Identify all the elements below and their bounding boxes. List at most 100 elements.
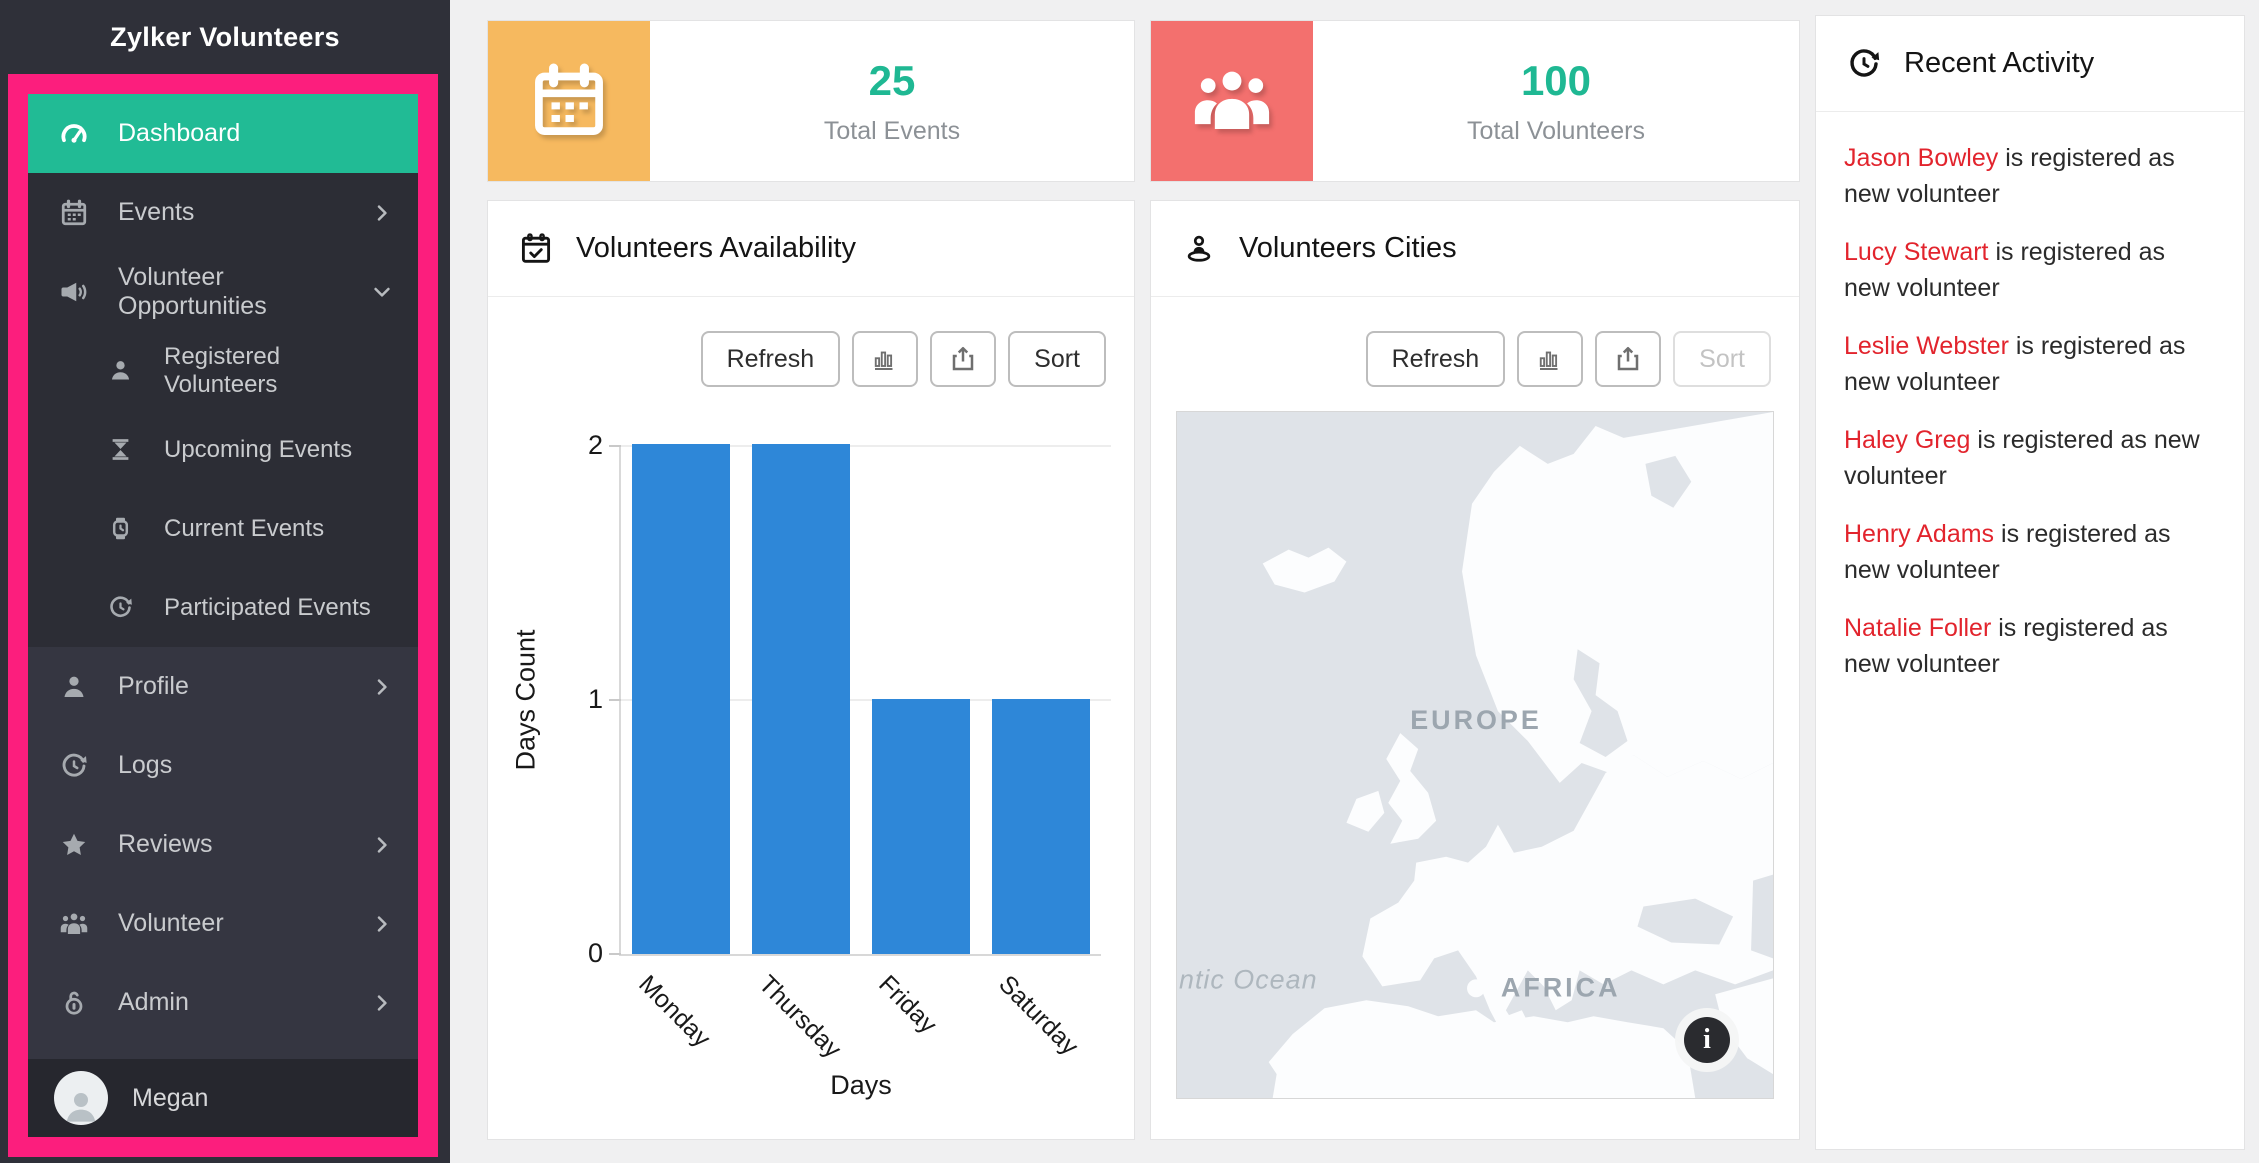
chevron-right-icon bbox=[370, 675, 394, 699]
activity-text: is registered as new volunteer bbox=[1844, 520, 2171, 584]
history-icon bbox=[1846, 46, 1882, 82]
chevron-right-icon bbox=[370, 991, 394, 1015]
sidebar-item-label: Upcoming Events bbox=[164, 435, 353, 463]
gridline bbox=[621, 699, 1111, 701]
gauge-icon bbox=[56, 119, 92, 149]
bar-friday bbox=[872, 699, 970, 954]
activity-volunteer-name[interactable]: Lucy Stewart bbox=[1844, 238, 1989, 266]
activity-text: is registered as new volunteer bbox=[1844, 426, 2200, 490]
activity-list: Jason Bowley is registered as new volunt… bbox=[1816, 112, 2244, 682]
map-info-button[interactable]: i bbox=[1675, 1008, 1739, 1072]
map-label-africa: AFRICA bbox=[1501, 972, 1621, 1002]
chart-type-button[interactable] bbox=[852, 331, 919, 387]
activity-entry: Henry Adams is registered as new volunte… bbox=[1844, 516, 2216, 588]
sidebar-item-participated-events[interactable]: Participated Events bbox=[28, 568, 418, 647]
y-tick-label: 1 bbox=[587, 684, 603, 714]
activity-volunteer-name[interactable]: Leslie Webster bbox=[1844, 332, 2009, 360]
y-tick-label: 2 bbox=[587, 430, 603, 460]
chart-toolbar: Refresh Sort bbox=[700, 331, 1106, 387]
sidebar-nav-highlight-box: Dashboard Events Volunteer Opportunities… bbox=[8, 74, 438, 1157]
panel-header: Recent Activity bbox=[1816, 16, 2244, 112]
activity-entry: Haley Greg is registered as new voluntee… bbox=[1844, 422, 2216, 494]
y-tick-label: 0 bbox=[587, 938, 603, 968]
refresh-button[interactable]: Refresh bbox=[1365, 331, 1506, 387]
hourglass-icon bbox=[102, 436, 138, 463]
sidebar-item-admin[interactable]: Admin bbox=[28, 963, 418, 1042]
map-toolbar: Refresh Sort bbox=[1365, 331, 1771, 387]
stat-card-total-volunteers: 100 Total Volunteers bbox=[1150, 20, 1800, 182]
map-label-atlantic-ocean: ntic Ocean bbox=[1179, 964, 1318, 994]
group-icon bbox=[1151, 21, 1313, 181]
history-icon bbox=[102, 594, 138, 621]
chevron-right-icon bbox=[370, 201, 394, 225]
activity-text: is registered as new volunteer bbox=[1844, 238, 2165, 302]
sidebar-item-label: Reviews bbox=[118, 830, 213, 858]
sidebar-item-dashboard[interactable]: Dashboard bbox=[28, 94, 418, 173]
activity-entry: Jason Bowley is registered as new volunt… bbox=[1844, 140, 2216, 212]
refresh-button[interactable]: Refresh bbox=[700, 331, 841, 387]
stat-card-total-events: 25 Total Events bbox=[487, 20, 1135, 182]
activity-text: is registered as new volunteer bbox=[1844, 144, 2175, 208]
activity-volunteer-name[interactable]: Henry Adams bbox=[1844, 520, 1995, 548]
history-icon bbox=[56, 751, 92, 781]
megaphone-icon bbox=[56, 277, 92, 307]
person-pin-icon bbox=[1181, 231, 1217, 267]
sort-button: Sort bbox=[1673, 331, 1771, 387]
sidebar-item-logs[interactable]: Logs bbox=[28, 726, 418, 805]
gridline bbox=[621, 445, 1111, 447]
info-icon: i bbox=[1684, 1017, 1730, 1063]
bar-thursday bbox=[752, 444, 850, 954]
panel-title: Recent Activity bbox=[1904, 47, 2095, 79]
stat-label: Total Events bbox=[823, 116, 961, 145]
sidebar-item-label: Volunteer Opportunities bbox=[118, 262, 267, 320]
sidebar-item-current-events[interactable]: Current Events bbox=[28, 489, 418, 568]
volunteers-cities-map[interactable]: EUROPE AFRICA ntic Ocean i bbox=[1176, 411, 1774, 1099]
volunteers-availability-panel: Volunteers Availability Refresh Sort Day… bbox=[487, 200, 1135, 1140]
activity-entry: Natalie Foller is registered as new volu… bbox=[1844, 610, 2216, 682]
bar-monday bbox=[632, 444, 730, 954]
calendar-check-icon bbox=[518, 231, 554, 267]
x-axis-title: Days bbox=[830, 1070, 892, 1100]
y-tick-mark bbox=[609, 699, 621, 701]
x-tick-label: Thursday bbox=[753, 970, 847, 1064]
sidebar-item-registered-volunteers[interactable]: Registered Volunteers bbox=[28, 331, 418, 410]
calendar-icon bbox=[488, 21, 650, 181]
person-icon bbox=[56, 672, 92, 702]
stat-body: 100 Total Volunteers bbox=[1313, 21, 1799, 181]
person-icon bbox=[102, 357, 138, 384]
activity-volunteer-name[interactable]: Jason Bowley bbox=[1844, 144, 1999, 172]
sidebar-item-label: Admin bbox=[118, 988, 189, 1016]
x-tick-label: Monday bbox=[633, 970, 716, 1053]
panel-header: Volunteers Availability bbox=[488, 201, 1134, 297]
sidebar-item-profile[interactable]: Profile bbox=[28, 647, 418, 726]
activity-volunteer-name[interactable]: Haley Greg bbox=[1844, 426, 1971, 454]
panel-title: Volunteers Availability bbox=[576, 232, 856, 264]
export-button[interactable] bbox=[930, 331, 997, 387]
sort-button[interactable]: Sort bbox=[1008, 331, 1106, 387]
sidebar-item-volunteer[interactable]: Volunteer bbox=[28, 884, 418, 963]
user-name: Megan bbox=[132, 1083, 209, 1112]
y-tick-mark bbox=[609, 953, 621, 955]
star-icon bbox=[56, 830, 92, 860]
activity-entry: Leslie Webster is registered as new volu… bbox=[1844, 328, 2216, 400]
sidebar-user[interactable]: Megan bbox=[28, 1059, 418, 1137]
group-icon bbox=[56, 909, 92, 939]
sidebar-item-label: Profile bbox=[118, 672, 189, 700]
stat-value: 25 bbox=[868, 56, 916, 104]
sidebar-item-label: Registered Volunteers bbox=[164, 342, 281, 398]
nav-group-secondary: Profile Logs Reviews Volunteer Admin bbox=[28, 647, 418, 1059]
availability-chart-plot: Days Count Days 0 1 2 Monday Thursday Friday S… bbox=[511, 430, 1111, 1100]
chevron-right-icon bbox=[370, 912, 394, 936]
export-button[interactable] bbox=[1595, 331, 1662, 387]
chevron-right-icon bbox=[370, 833, 394, 857]
calendar-icon bbox=[56, 198, 92, 228]
sidebar-item-events[interactable]: Events bbox=[28, 173, 418, 252]
sidebar-item-upcoming-events[interactable]: Upcoming Events bbox=[28, 410, 418, 489]
chart-type-button[interactable] bbox=[1517, 331, 1584, 387]
y-axis-title: Days Count bbox=[510, 629, 541, 771]
sidebar: Zylker Volunteers Dashboard Events Volun… bbox=[0, 0, 450, 1163]
sidebar-item-reviews[interactable]: Reviews bbox=[28, 805, 418, 884]
sidebar-item-volunteer-opportunities[interactable]: Volunteer Opportunities bbox=[28, 252, 418, 331]
x-tick-label: Friday bbox=[873, 970, 943, 1039]
activity-volunteer-name[interactable]: Natalie Foller bbox=[1844, 614, 1992, 642]
